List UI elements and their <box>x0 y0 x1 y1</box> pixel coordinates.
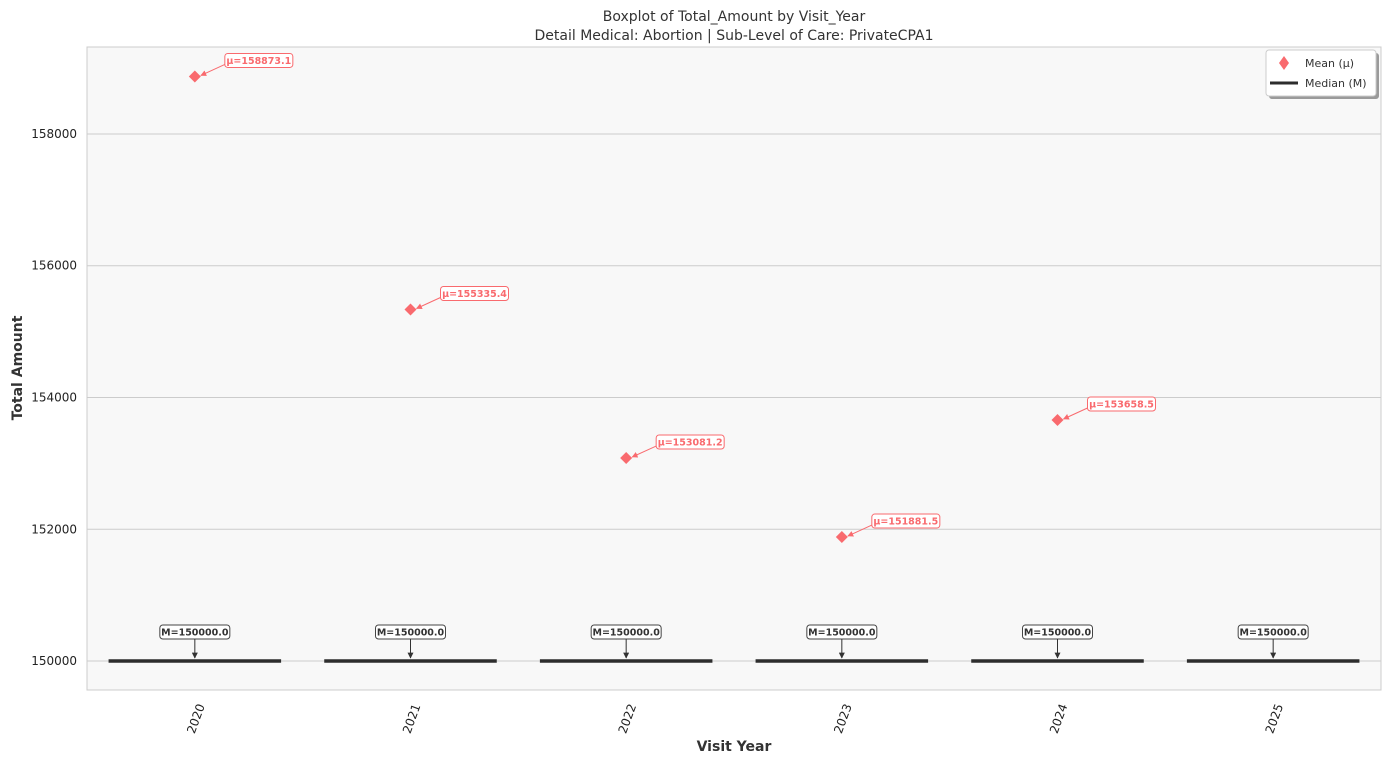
mean-marker <box>404 303 417 316</box>
y-tick-label: 154000 <box>31 390 77 404</box>
x-axis-label: Visit Year <box>697 739 772 755</box>
chart-title: Boxplot of Total_Amount by Visit_Year <box>603 9 866 25</box>
median-label: M=150000.0 <box>1024 628 1092 639</box>
mean-label-box <box>655 434 725 450</box>
x-tick-label: 2023 <box>831 702 855 735</box>
mean-marker <box>620 452 633 465</box>
mean-label: μ=153081.2 <box>658 438 723 449</box>
mean-arrow <box>200 63 226 76</box>
mean-marker <box>188 70 201 83</box>
y-tick-label: 152000 <box>31 522 77 536</box>
legend-median-label: Median (M) <box>1305 77 1367 90</box>
grid-layer: 150000 152000 154000 156000 158000 <box>31 127 1381 668</box>
legend-mean-marker <box>1279 56 1289 70</box>
mean-arrow <box>415 297 441 309</box>
mean-arrow <box>847 524 873 537</box>
mean-label-box <box>440 286 509 302</box>
mean-label: μ=158873.1 <box>226 56 291 67</box>
mean-label: μ=151881.5 <box>873 517 938 528</box>
mean-arrow <box>631 445 657 458</box>
mean-label-box <box>224 52 294 68</box>
mean-label-box <box>871 513 941 529</box>
x-tick-label: 2020 <box>184 702 208 735</box>
median-label: M=150000.0 <box>377 628 445 639</box>
chart-subtitle: Detail Medical: Abortion | Sub-Level of … <box>535 28 934 44</box>
median-label: M=150000.0 <box>593 628 661 639</box>
y-tick-label: 158000 <box>31 127 77 141</box>
x-tick-label: 2025 <box>1263 702 1287 735</box>
x-tick-label: 2022 <box>616 702 640 735</box>
mean-marker <box>1051 413 1064 426</box>
mean-label: μ=153658.5 <box>1089 399 1154 410</box>
x-tick-label: 2024 <box>1047 702 1071 735</box>
median-label: M=150000.0 <box>161 628 229 639</box>
x-tick-label: 2021 <box>400 702 424 735</box>
mean-label: μ=155335.4 <box>442 289 507 300</box>
plot-area <box>86 46 1382 691</box>
mean-arrow <box>1062 407 1088 420</box>
y-tick-label: 156000 <box>31 259 77 273</box>
legend: Mean (μ) Median (M) <box>1265 49 1379 99</box>
mean-label-box <box>1087 396 1156 412</box>
legend-mean-label: Mean (μ) <box>1305 57 1354 70</box>
median-label: M=150000.0 <box>808 628 876 639</box>
mean-marker <box>835 531 848 544</box>
median-label: M=150000.0 <box>1240 628 1308 639</box>
y-tick-label: 150000 <box>31 654 77 668</box>
y-axis-label: Total Amount <box>10 315 26 420</box>
